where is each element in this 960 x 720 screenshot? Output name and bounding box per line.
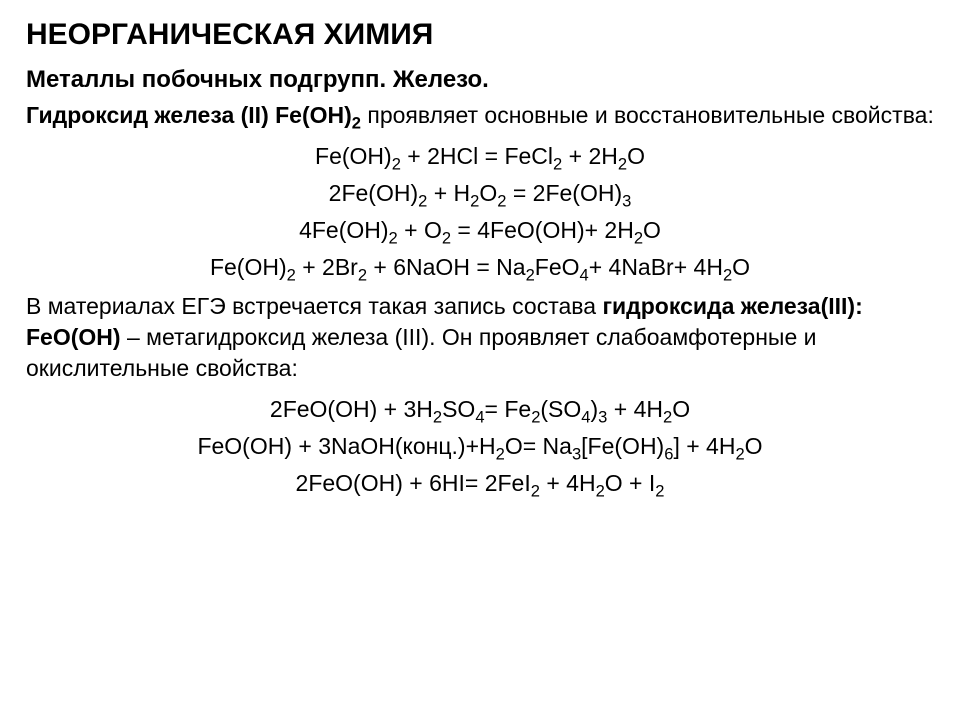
subtitle: Металлы побочных подгрупп. Железо.	[26, 66, 934, 94]
equation-7: 2FeO(OH) + 6HI= 2FeI2 + 4H2O + I2	[26, 470, 934, 497]
mid-paragraph: В материалах ЕГЭ встречается такая запис…	[26, 291, 934, 384]
intro-paragraph: Гидроксид железа (II) Fe(OH)2 проявляет …	[26, 100, 934, 131]
equation-4: Fe(OH)2 + 2Br2 + 6NaOH = Na2FeO4+ 4NaBr+…	[26, 254, 934, 281]
intro-bold: Гидроксид железа (II) Fe(OH)2	[26, 102, 361, 128]
equation-6: FeO(OH) + 3NaOH(конц.)+H2O= Na3[Fe(OH)6]…	[26, 433, 934, 460]
equation-5: 2FeO(OH) + 3H2SO4= Fe2(SO4)3 + 4H2O	[26, 396, 934, 423]
equation-3: 4Fe(OH)2 + O2 = 4FeO(OH)+ 2H2O	[26, 217, 934, 244]
equation-1: Fe(OH)2 + 2HCl = FeCl2 + 2H2O	[26, 143, 934, 170]
slide: НЕОРГАНИЧЕСКАЯ ХИМИЯ Металлы побочных по…	[0, 0, 960, 517]
main-title: НЕОРГАНИЧЕСКАЯ ХИМИЯ	[26, 18, 934, 52]
equation-2: 2Fe(OH)2 + H2O2 = 2Fe(OH)3	[26, 180, 934, 207]
